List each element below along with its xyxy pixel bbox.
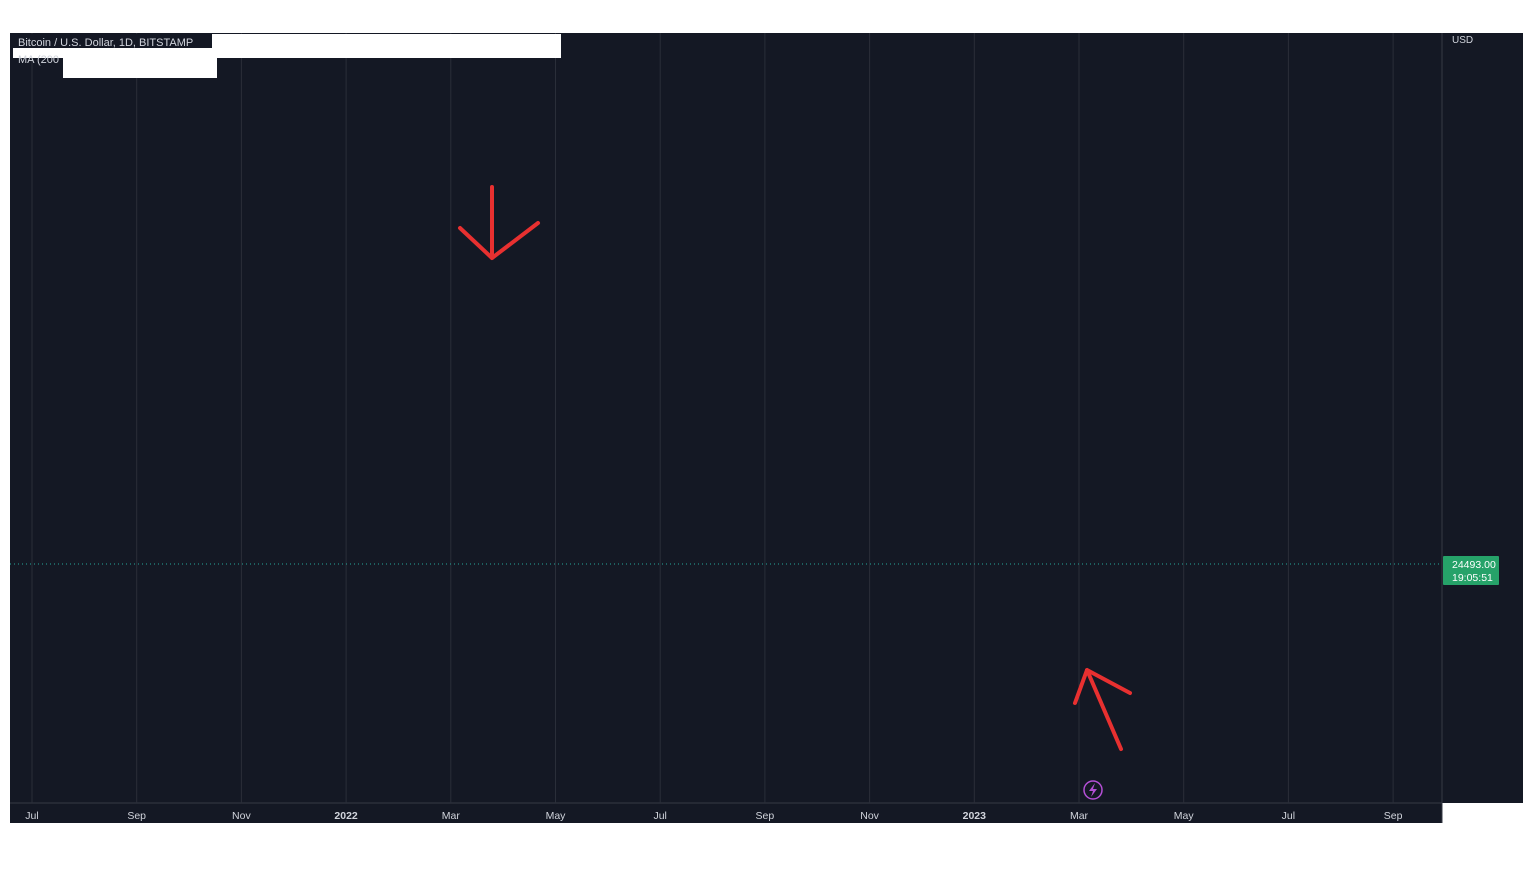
indicator-label[interactable]: MA (200 [18,54,59,66]
x-tick-label: Jul [25,810,38,822]
x-tick-label: Nov [232,810,251,822]
x-tick-label: Sep [1384,810,1403,822]
x-tick-label: Sep [127,810,146,822]
x-tick-label: May [546,810,567,822]
indicator-value-mask [63,50,217,78]
grid-lines [31,33,1394,803]
last-price-tag: 24493.00 19:05:51 [1443,556,1499,585]
countdown-value: 19:05:51 [1452,572,1493,584]
down-arrow-annotation [458,185,540,260]
x-tick-label: 2022 [334,810,358,822]
x-tick-label: Mar [1070,810,1089,822]
up-arrow-annotation [1073,668,1132,751]
price-axis-background [1442,33,1523,803]
time-axis[interactable]: Jul Sep Nov 2022 Mar May Jul Sep Nov 2023 Mar May Ju… [25,810,1402,822]
legend-title-bg [13,34,212,48]
time-axis-background [10,803,1442,823]
x-tick-label: Nov [860,810,879,822]
x-tick-label: May [1174,810,1195,822]
currency-label: USD [1452,35,1473,46]
drawn-annotations [458,185,1132,751]
x-tick-label: Jul [1282,810,1295,822]
replay-lightning-icon[interactable] [1083,780,1103,800]
x-tick-label: Mar [442,810,461,822]
x-tick-label: Jul [653,810,666,822]
x-tick-label: Sep [756,810,775,822]
plot-background [10,33,1442,803]
last-price-value: 24493.00 [1452,559,1496,571]
chart-title: Bitcoin / U.S. Dollar, 1D, BITSTAMP [18,37,193,49]
x-tick-label: 2023 [963,810,987,822]
